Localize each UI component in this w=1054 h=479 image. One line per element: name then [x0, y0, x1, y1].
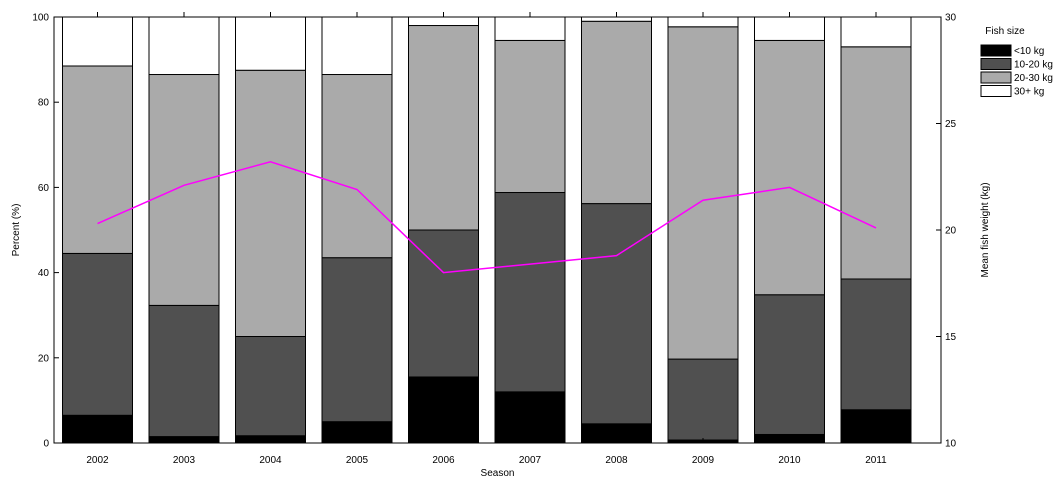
x-tick-label: 2010: [778, 455, 801, 466]
legend-label: 30+ kg: [1014, 87, 1044, 98]
line-layer: [97, 161, 877, 274]
legend-swatch: [980, 44, 1012, 57]
bar-segment-2008-2: [581, 20, 652, 205]
bar-segment-2011-2: [840, 46, 912, 280]
bar-segment-2002-3: [62, 16, 133, 67]
bar-segment-2007-3: [494, 16, 566, 41]
legend-swatch: [980, 85, 1012, 97]
y-tick-label: 0: [43, 439, 49, 450]
legend: Fish size <10 kg 10-20 kg 20-30 kg 30+ kg: [980, 26, 1053, 98]
x-tick-label: 2008: [605, 455, 628, 466]
x-tick-label: 2004: [259, 455, 282, 466]
bar-segment-2006-3: [408, 16, 479, 27]
bar-segment-2008-1: [581, 203, 652, 425]
x-tick-label: 2002: [86, 455, 109, 466]
x-tick-label: 2011: [865, 455, 887, 466]
bar-segment-2009-1: [667, 358, 739, 441]
y2-axis-title: Mean fish weight (kg): [980, 182, 991, 277]
y2-tick-label: 15: [945, 332, 957, 343]
bar-segment-2007-2: [494, 39, 566, 194]
legend-label: <10 kg: [1014, 46, 1044, 57]
bar-segment-2004-3: [235, 16, 306, 71]
bar-segment-2010-2: [754, 39, 825, 296]
bar-segment-2011-1: [840, 278, 912, 411]
x-tick-label: 2007: [519, 455, 542, 466]
bar-segment-2004-1: [235, 336, 306, 437]
y-tick-label: 20: [38, 353, 50, 364]
bar-segment-2003-3: [148, 16, 220, 76]
bar-segment-2002-2: [62, 65, 133, 254]
y2-tick-label: 20: [945, 226, 957, 237]
y-tick-label: 40: [38, 268, 50, 279]
y-axis-title: Percent (%): [11, 204, 22, 257]
bar-segment-2002-1: [62, 252, 133, 416]
mean-weight-line: [97, 161, 877, 274]
x-axis-title: Season: [481, 468, 515, 479]
bar-segment-2006-1: [408, 229, 479, 378]
y2-tick-label: 30: [945, 13, 957, 24]
y-tick-label: 80: [38, 98, 50, 109]
bar-segment-2004-2: [235, 69, 306, 337]
bar-segment-2005-3: [321, 16, 393, 76]
bar-segment-2007-1: [494, 192, 566, 393]
y2-tick-label: 25: [945, 119, 957, 130]
bar-segment-2011-3: [840, 16, 912, 48]
bar-segment-2003-1: [148, 304, 220, 438]
bar-segment-2010-1: [754, 294, 825, 435]
bar-segment-2003-2: [148, 74, 220, 306]
legend-label: 10-20 kg: [1014, 60, 1053, 71]
legend-swatch: [980, 71, 1012, 84]
bar-segment-2009-3: [667, 16, 739, 28]
legend-title: Fish size: [985, 26, 1025, 37]
axes-layer: 0 20 40 60 80 100 10 15 20 25 30 2002 2003 2004 2005 20…: [32, 12, 957, 466]
y-tick-label: 100: [32, 13, 49, 24]
bar-segment-2007-0: [494, 391, 566, 444]
bar-segment-2011-0: [840, 409, 912, 444]
bar-segment-2006-0: [408, 376, 479, 444]
bars-layer: [62, 16, 912, 444]
bar-segment-2009-2: [667, 26, 739, 360]
bar-segment-2010-3: [754, 16, 825, 41]
y-tick-label: 60: [38, 183, 50, 194]
legend-swatch: [980, 58, 1012, 70]
x-tick-label: 2003: [173, 455, 196, 466]
x-tick-label: 2006: [432, 455, 455, 466]
bar-segment-2006-2: [408, 25, 479, 231]
x-tick-label: 2005: [346, 455, 369, 466]
x-tick-label: 2009: [692, 455, 715, 466]
y2-tick-label: 10: [945, 439, 957, 450]
bar-segment-2005-1: [321, 257, 393, 423]
bar-segment-2005-2: [321, 74, 393, 259]
bar-segment-2008-3: [581, 16, 652, 22]
legend-label: 20-30 kg: [1014, 73, 1053, 84]
